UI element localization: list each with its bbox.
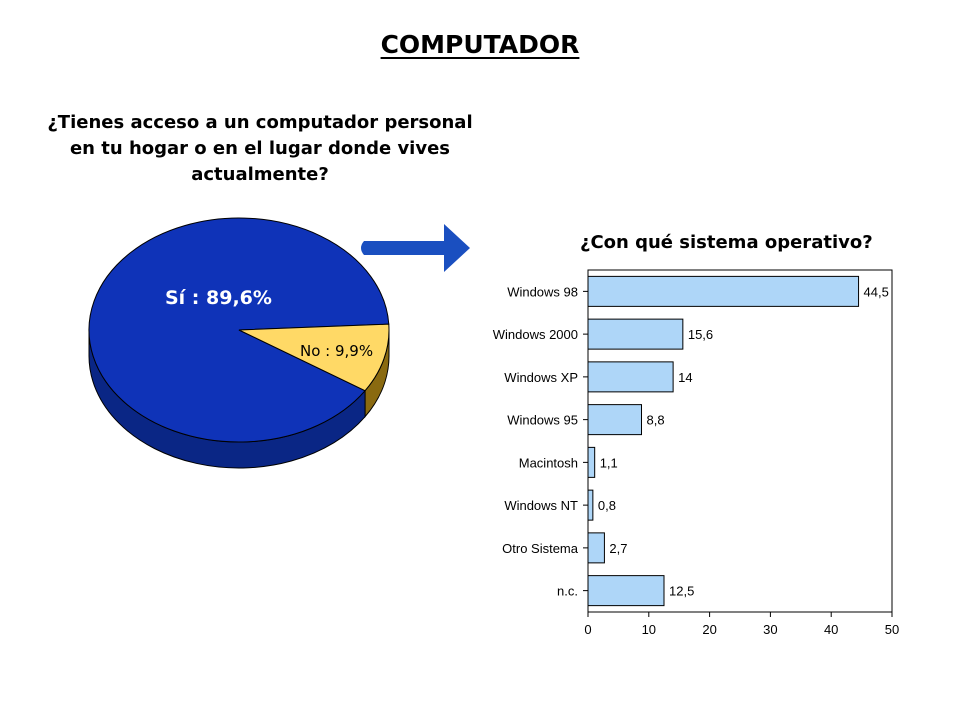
x-tick-label-4: 40 — [824, 622, 838, 637]
pie-label-si: Sí : 89,6% — [165, 287, 272, 309]
category-label-1: Windows 2000 — [493, 327, 578, 342]
category-label-3: Windows 95 — [507, 413, 578, 428]
bar-question: ¿Con qué sistema operativo? — [580, 232, 873, 253]
value-label-5: 0,8 — [598, 498, 616, 513]
bar-2 — [587, 361, 674, 393]
page-title: COMPUTADOR — [380, 30, 580, 59]
x-tick-label-3: 30 — [763, 622, 777, 637]
value-label-0: 44,5 — [864, 284, 889, 299]
x-tick-label-1: 10 — [642, 622, 656, 637]
pie-slice-no — [238, 323, 390, 392]
value-label-7: 12,5 — [669, 584, 694, 599]
x-tick-label-2: 20 — [702, 622, 716, 637]
category-label-5: Windows NT — [504, 498, 578, 513]
category-label-6: Otro Sistema — [502, 541, 579, 556]
category-label-7: n.c. — [557, 584, 578, 599]
x-tick-label-0: 0 — [584, 622, 591, 637]
category-label-0: Windows 98 — [507, 284, 578, 299]
value-label-6: 2,7 — [609, 541, 627, 556]
pie-label-no: No : 9,9% — [300, 342, 373, 360]
arrow-shape — [361, 224, 470, 272]
category-label-4: Macintosh — [519, 455, 578, 470]
plot-frame — [587, 269, 893, 613]
value-label-1: 15,6 — [688, 327, 713, 342]
value-label-3: 8,8 — [647, 413, 665, 428]
x-tick-label-5: 50 — [885, 622, 899, 637]
value-label-4: 1,1 — [600, 455, 618, 470]
pie-question: ¿Tienes acceso a un computador personal … — [47, 112, 473, 185]
category-label-2: Windows XP — [504, 370, 578, 385]
bar-0 — [587, 275, 860, 307]
value-label-2: 14 — [678, 370, 692, 385]
bar-3 — [587, 404, 643, 436]
bar-1 — [587, 318, 684, 350]
bar-7 — [587, 575, 665, 607]
